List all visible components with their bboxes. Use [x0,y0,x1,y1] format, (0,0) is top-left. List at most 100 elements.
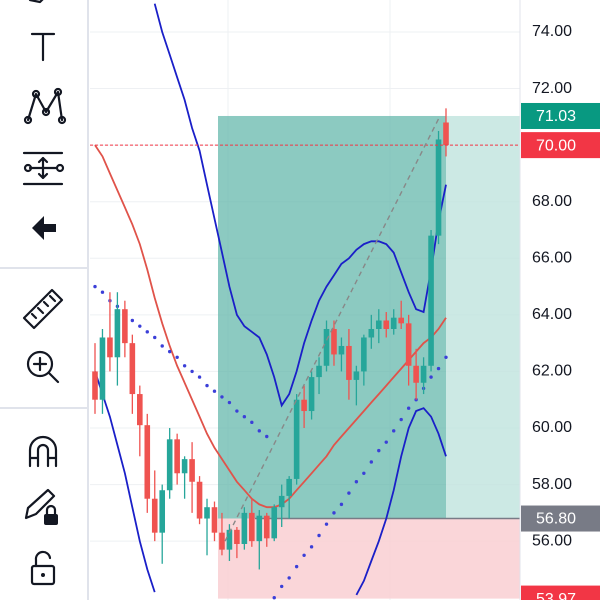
candle-body [114,309,121,358]
indicator-line [153,3,447,408]
sar-dot [354,480,359,484]
magnet-tool[interactable] [28,435,58,468]
ruler-tool[interactable] [22,288,64,330]
candle-body [99,337,106,400]
sar-dot [227,400,232,405]
candle-body [420,365,427,383]
y-tick-label: 68.00 [532,193,572,210]
y-tick-label: 74.00 [532,23,572,40]
loss-zone [218,518,520,599]
candle-body [293,399,300,479]
sar-dot [235,409,239,413]
candle-body [263,515,270,539]
zoom-tool[interactable] [26,350,60,384]
y-tick-label: 66.00 [532,249,572,266]
price-label: 70.00 [536,137,576,154]
candle-body [398,317,404,324]
partial-icon[interactable] [28,0,46,4]
sar-dot [93,284,97,289]
sar-dot [205,383,209,388]
sar-dot [347,491,351,495]
profit-zone [218,115,446,519]
text-tool[interactable] [30,32,56,62]
candle-body [405,323,412,366]
candle-body [219,532,225,550]
candle-body [159,490,166,533]
candle-body [129,343,136,395]
forecast-tool[interactable] [22,151,65,186]
candle-body [308,377,315,412]
price-label-box [521,585,600,600]
sar-dot [384,440,388,444]
sar-dot [317,533,321,538]
candle-body [151,498,158,533]
y-tick-label: 72.00 [532,80,572,97]
candle-body [316,365,322,378]
sar-dot [287,576,291,580]
profit-zone-ext [446,115,520,519]
sar-dot [175,355,179,359]
price-label: 71.03 [536,108,576,125]
price-label-box [521,505,600,532]
sar-dot [220,395,224,399]
candle-body [390,317,397,329]
candle-body [249,512,255,542]
indicator-line [94,144,447,509]
sar-dot [182,364,187,368]
sar-dot [369,460,374,464]
candle-body [122,309,128,344]
sar-dot [145,330,149,334]
lock-tool[interactable] [30,550,56,586]
candle-body [375,320,382,329]
back-arrow[interactable] [32,216,56,240]
sar-dot [280,584,284,589]
candle-body [368,328,375,338]
sar-dot [436,366,441,371]
sar-dot [339,502,344,507]
sar-dot [138,324,142,328]
candle-body [271,507,278,539]
sar-dot [444,355,448,359]
candle-body [166,439,173,491]
draw-lock-tool[interactable] [24,488,58,525]
candle-body [174,439,180,474]
candle-body [256,515,263,542]
price-label-box [521,102,600,129]
sar-dot [294,564,299,569]
candle-body [196,481,203,519]
sar-dot [399,417,403,422]
candle-body [204,507,210,519]
y-tick-label: 62.00 [532,363,572,380]
sar-dot [153,335,157,340]
pattern-tool[interactable] [23,87,67,125]
candle-body [301,399,307,412]
candle-body [383,320,390,329]
candle-body [361,337,367,372]
candle-body [286,478,292,496]
sar-dot [302,553,306,558]
sar-dot [160,344,164,348]
candle-body [92,371,98,400]
sar-dot [392,429,396,433]
candle-body [137,394,143,426]
candle-body [278,495,285,508]
y-tick-label: 58.00 [532,476,572,493]
y-tick-label: 64.00 [532,306,572,323]
candle-body [189,459,195,482]
candle-body [211,507,218,533]
sar-dot [406,406,411,410]
projection-line [224,115,441,542]
candle-body [144,425,151,499]
sar-dot [190,369,194,374]
sar-dot [212,389,217,393]
price-label-box [521,132,600,159]
candle-body [443,122,449,146]
sar-dot [429,375,433,379]
candle-body [323,328,330,366]
sar-dot [377,448,381,453]
sar-dot [332,511,336,515]
price-label: 56.80 [536,511,576,528]
candle-body [331,328,337,355]
sar-dot [130,318,135,323]
